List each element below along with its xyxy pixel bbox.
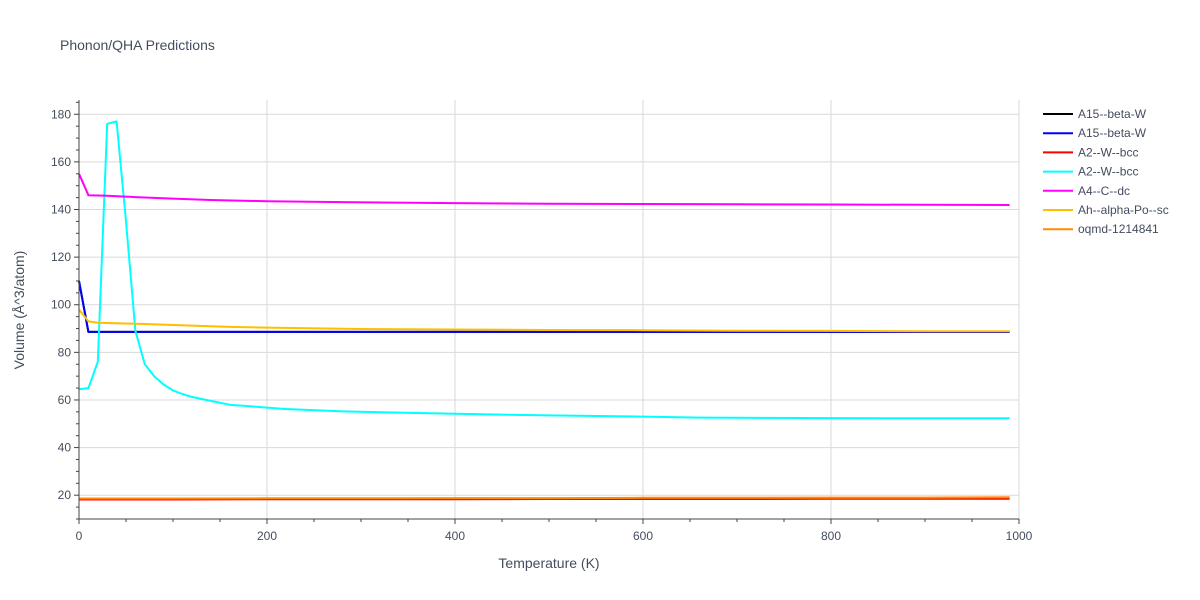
series-line-0 xyxy=(78,280,1010,333)
legend-label: Ah--alpha-Po--sc xyxy=(1078,203,1169,217)
y-tick-label: 120 xyxy=(51,250,71,264)
legend-label: A15--beta-W xyxy=(1078,126,1147,140)
y-tick-label: 40 xyxy=(58,441,72,455)
x-tick-label: 200 xyxy=(257,529,277,543)
y-tick-label: 140 xyxy=(51,203,71,217)
series-line-1 xyxy=(78,280,1010,333)
legend[interactable]: A15--beta-W A15--beta-W A2--W--bcc A2--W--b… xyxy=(1043,107,1169,236)
legend-label: oqmd-1214841 xyxy=(1078,222,1159,236)
legend-item-6[interactable]: oqmd-1214841 xyxy=(1043,222,1159,236)
y-tick-label: 20 xyxy=(58,488,72,502)
legend-label: A2--W--bcc xyxy=(1078,165,1138,179)
x-tick-label: 0 xyxy=(76,529,83,543)
x-tick-label: 600 xyxy=(633,529,653,543)
legend-label: A4--C--dc xyxy=(1078,184,1130,198)
y-tick-label: 160 xyxy=(51,155,71,169)
legend-item-2[interactable]: A2--W--bcc xyxy=(1043,145,1138,159)
x-axis-title: Temperature (K) xyxy=(498,555,599,571)
legend-item-0[interactable]: A15--beta-W xyxy=(1043,107,1147,121)
x-tick-label: 400 xyxy=(445,529,465,543)
x-tick-label: 800 xyxy=(821,529,841,543)
plot-area xyxy=(78,120,1010,501)
grid-lines xyxy=(79,100,1020,519)
series-line-6 xyxy=(79,496,1010,500)
legend-label: A15--beta-W xyxy=(1078,107,1147,121)
y-tick-label: 180 xyxy=(51,107,71,121)
x-tick-label: 1000 xyxy=(1006,529,1033,543)
series-line-4 xyxy=(78,173,1010,206)
y-tick-label: 60 xyxy=(58,393,72,407)
series-line-5 xyxy=(78,308,1010,333)
y-axis-title: Volume (Å^3/atom) xyxy=(11,251,27,370)
axes: 0 200 400 600 800 1000 20 40 60 80 100 120 140 160 180 xyxy=(51,100,1033,543)
chart-title: Phonon/QHA Predictions xyxy=(60,37,215,53)
series-line-3 xyxy=(78,120,1010,420)
legend-label: A2--W--bcc xyxy=(1078,145,1138,159)
legend-item-1[interactable]: A15--beta-W xyxy=(1043,126,1147,140)
y-tick-label: 80 xyxy=(58,345,72,359)
legend-item-5[interactable]: Ah--alpha-Po--sc xyxy=(1043,203,1169,217)
y-tick-label: 100 xyxy=(51,298,71,312)
legend-item-3[interactable]: A2--W--bcc xyxy=(1043,165,1138,179)
legend-item-4[interactable]: A4--C--dc xyxy=(1043,184,1130,198)
